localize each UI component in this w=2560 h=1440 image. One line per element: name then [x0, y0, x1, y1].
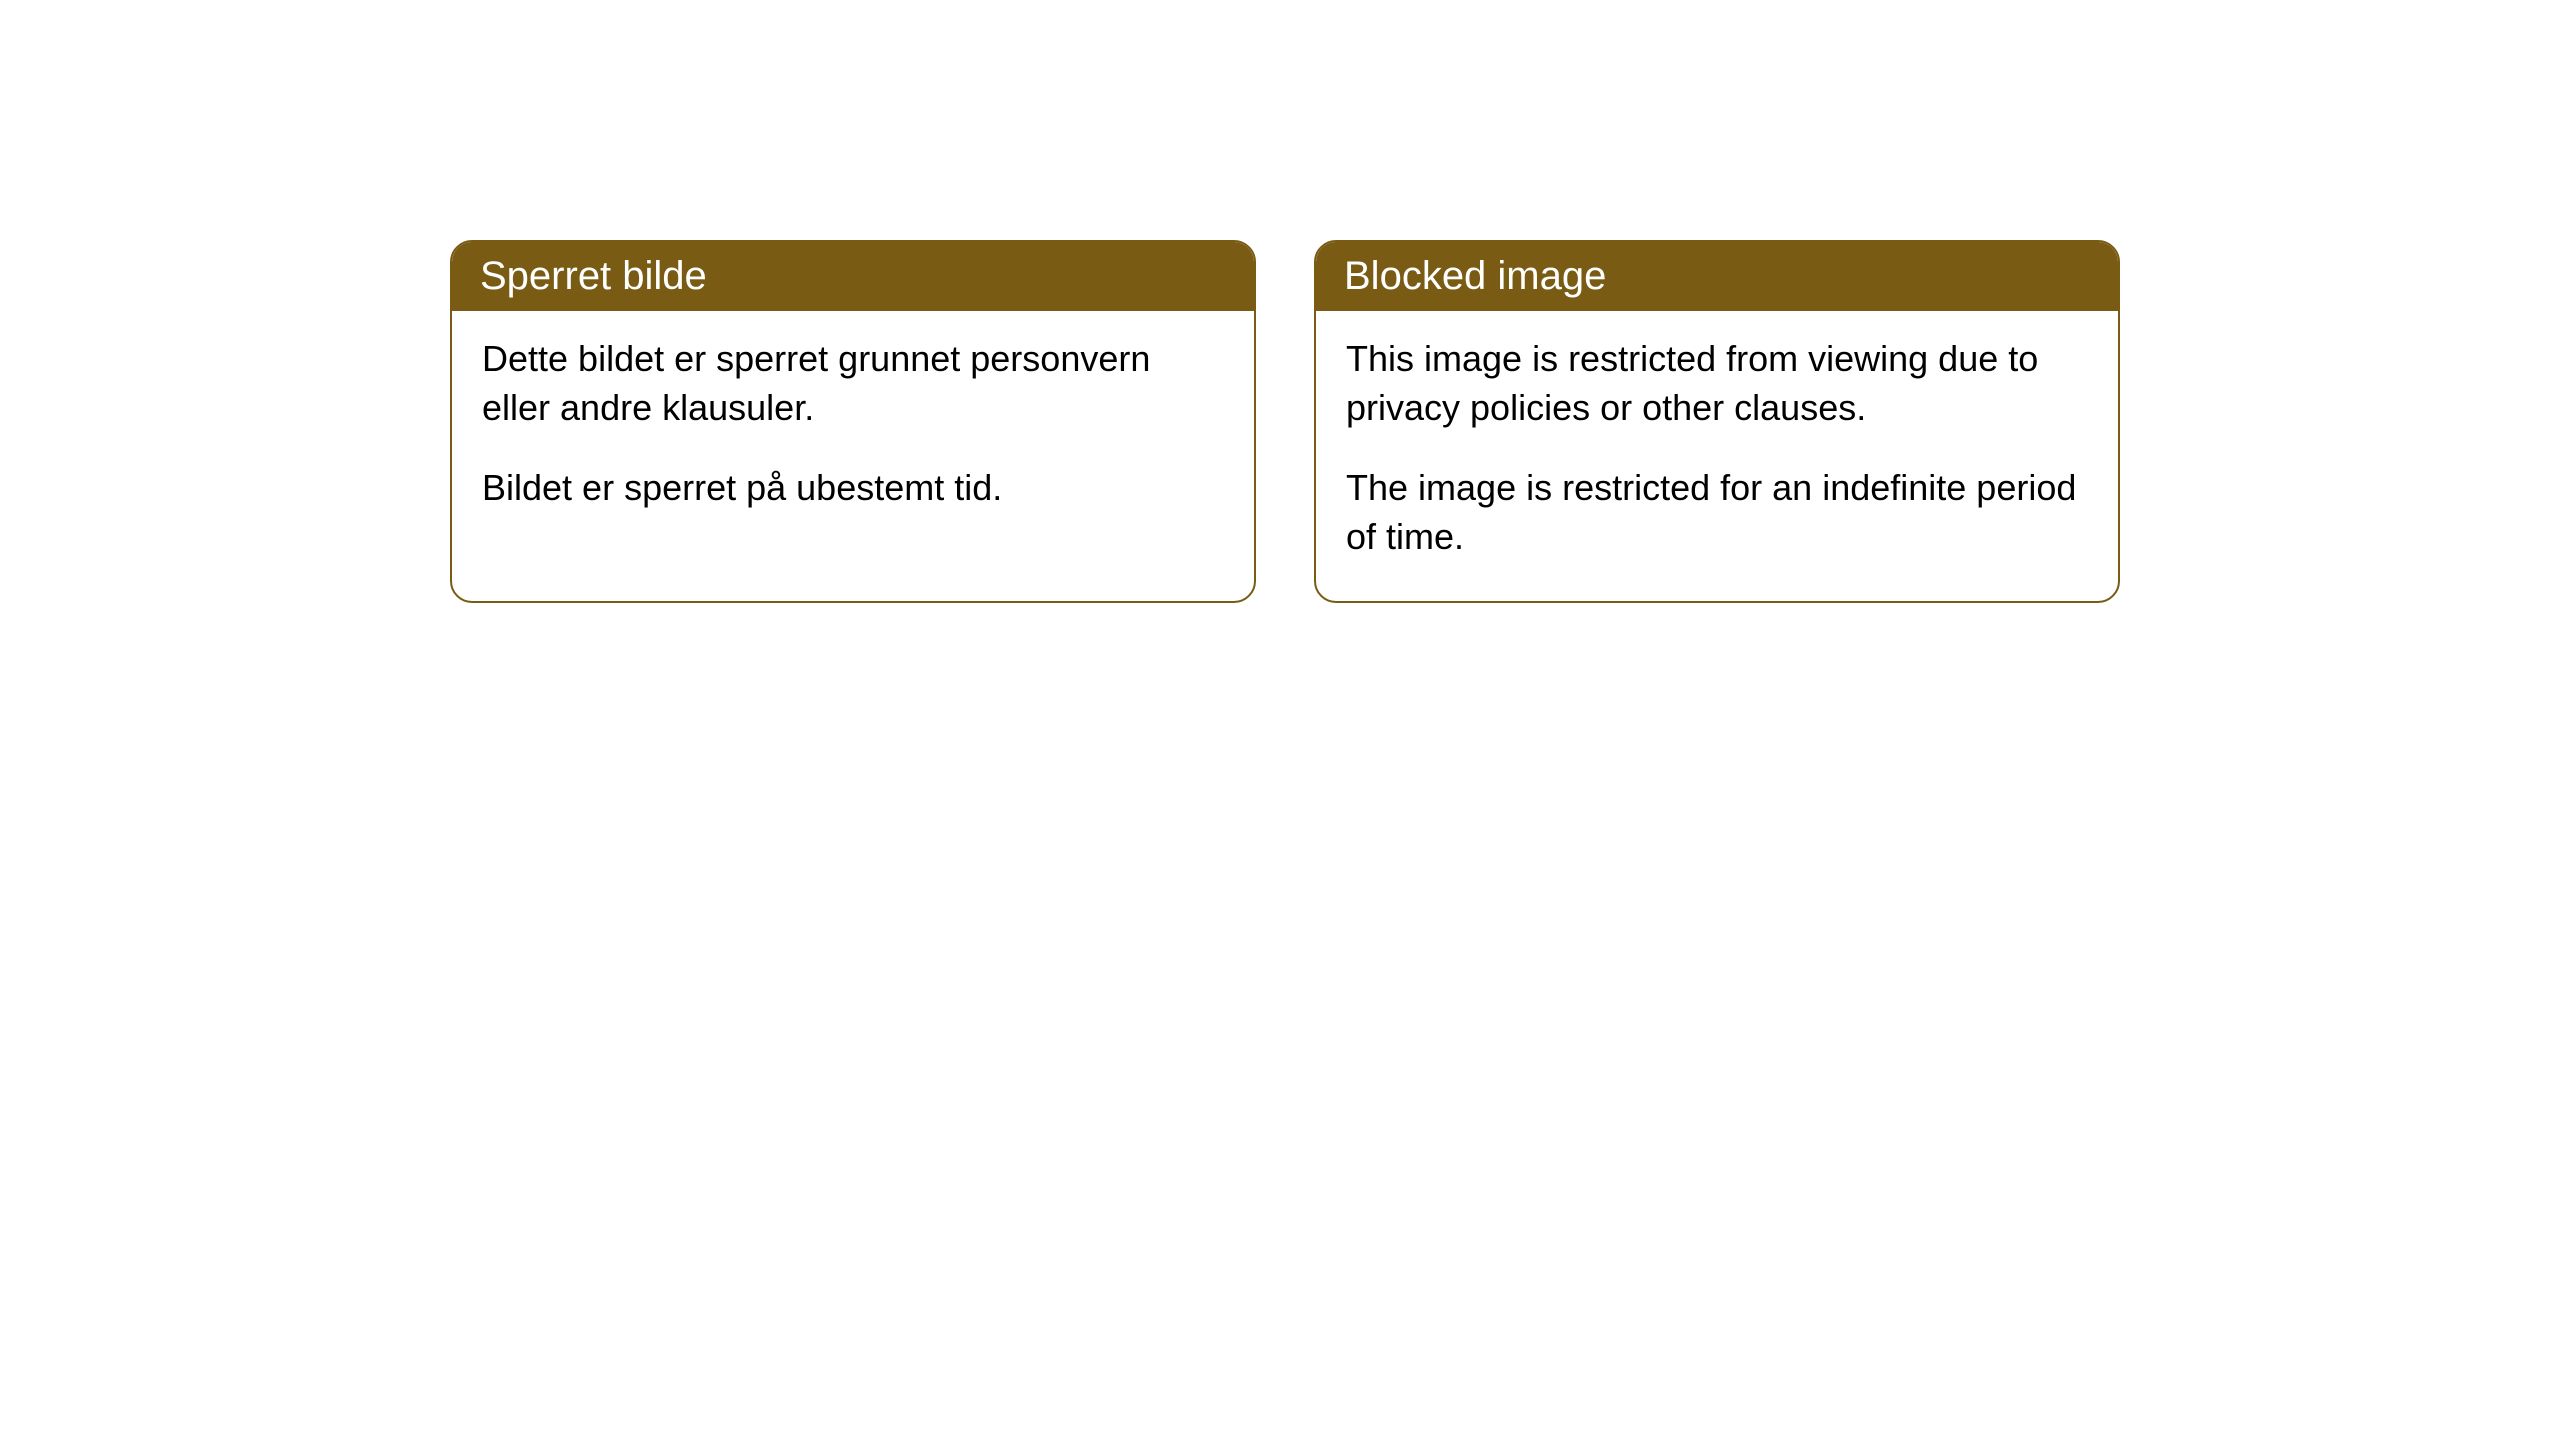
card-paragraph: Dette bildet er sperret grunnet personve… — [482, 335, 1224, 432]
card-paragraph: Bildet er sperret på ubestemt tid. — [482, 464, 1224, 513]
card-title: Sperret bilde — [480, 254, 707, 298]
blocked-image-card-english: Blocked image This image is restricted f… — [1314, 240, 2120, 603]
card-body: This image is restricted from viewing du… — [1316, 311, 2118, 601]
card-paragraph: The image is restricted for an indefinit… — [1346, 464, 2088, 561]
card-title: Blocked image — [1344, 254, 1606, 298]
card-header: Sperret bilde — [452, 242, 1254, 311]
notice-cards-container: Sperret bilde Dette bildet er sperret gr… — [450, 240, 2120, 603]
card-header: Blocked image — [1316, 242, 2118, 311]
card-body: Dette bildet er sperret grunnet personve… — [452, 311, 1254, 553]
card-paragraph: This image is restricted from viewing du… — [1346, 335, 2088, 432]
blocked-image-card-norwegian: Sperret bilde Dette bildet er sperret gr… — [450, 240, 1256, 603]
